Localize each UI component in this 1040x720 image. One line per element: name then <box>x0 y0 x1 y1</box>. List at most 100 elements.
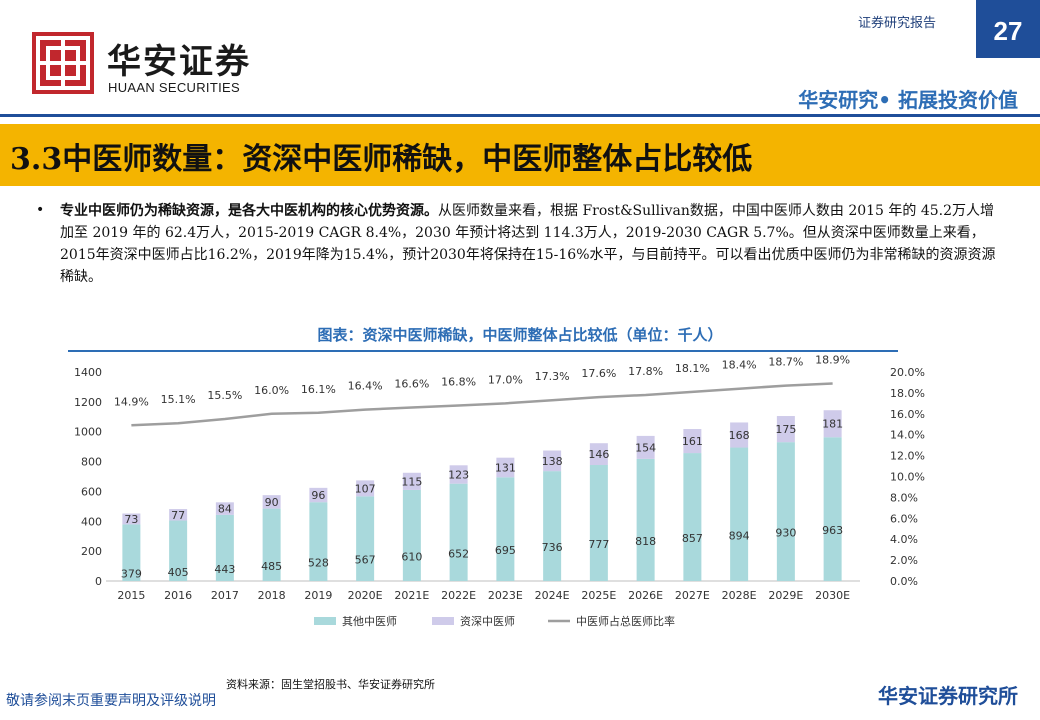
legend-label-1: 资深中医师 <box>460 615 515 628</box>
page-number: 27 <box>976 0 1040 58</box>
bar-other-2018 <box>262 508 281 581</box>
bar-other-2023E <box>496 477 515 581</box>
label-senior-2023E: 131 <box>495 461 516 474</box>
bar-other-2026E <box>636 458 655 581</box>
y2-tick-label: 0.0% <box>890 575 918 588</box>
ratio-label-2016: 15.1% <box>161 393 196 406</box>
report-type: 证券研究报告 <box>858 16 937 31</box>
bar-senior-2028E <box>730 422 749 448</box>
x-tick-2024E: 2024E <box>535 589 570 602</box>
label-senior-2025E: 146 <box>588 448 609 461</box>
label-senior-2021E: 115 <box>401 475 422 488</box>
label-senior-2019: 96 <box>311 489 325 502</box>
x-tick-2030E: 2030E <box>815 589 850 602</box>
ratio-label-2025E: 17.6% <box>581 367 616 380</box>
bar-senior-2021E <box>402 472 421 490</box>
bar-other-2017 <box>215 514 234 581</box>
ratio-label-2026E: 17.8% <box>628 365 663 378</box>
bar-other-2029E <box>776 442 795 581</box>
x-tick-2028E: 2028E <box>722 589 757 602</box>
x-tick-2026E: 2026E <box>628 589 663 602</box>
source-note: 资料来源：固生堂招股书、华安证券研究所 <box>226 678 435 691</box>
y-tick-label: 600 <box>81 485 102 498</box>
y2-tick-label: 12.0% <box>890 450 925 463</box>
disclaimer-link[interactable]: 敬请参阅末页重要声明及评级说明 <box>6 693 216 709</box>
x-tick-2023E: 2023E <box>488 589 523 602</box>
legend-label-2: 中医师占总医师比率 <box>576 614 675 628</box>
x-tick-2015: 2015 <box>117 589 145 602</box>
label-senior-2020E: 107 <box>355 482 376 495</box>
y2-tick-label: 2.0% <box>890 554 918 567</box>
para-rest: 从医师数量来看，根据 Frost&Sullivan数据，中国中医师人数由 201… <box>60 203 996 285</box>
bar-senior-2019 <box>309 487 328 503</box>
bar-senior-2029E <box>776 416 795 443</box>
label-senior-2028E: 168 <box>729 429 750 442</box>
label-other-2021E: 610 <box>401 550 422 563</box>
ratio-label-2015: 14.9% <box>114 395 149 408</box>
y-tick-label: 1200 <box>74 396 102 409</box>
y2-tick-label: 16.0% <box>890 408 925 421</box>
y2-tick-label: 20.0% <box>890 366 925 379</box>
header-divider <box>0 114 1040 117</box>
brand-name-en: HUAAN SECURITIES <box>108 80 240 95</box>
bar-senior-2016 <box>169 509 188 521</box>
bar-other-2020E <box>356 496 375 581</box>
label-senior-2026E: 154 <box>635 441 656 454</box>
x-tick-2027E: 2027E <box>675 589 710 602</box>
ratio-label-2018: 16.0% <box>254 384 289 397</box>
y-tick-label: 800 <box>81 456 102 469</box>
bar-senior-2015 <box>122 513 141 525</box>
x-tick-2016: 2016 <box>164 589 192 602</box>
label-other-2024E: 736 <box>542 541 563 554</box>
label-other-2022E: 652 <box>448 547 469 560</box>
bar-senior-2018 <box>262 495 281 509</box>
x-tick-2022E: 2022E <box>441 589 476 602</box>
label-senior-2015: 73 <box>124 513 138 526</box>
legend-label-0: 其他中医师 <box>342 615 397 628</box>
label-other-2028E: 894 <box>729 529 750 542</box>
bullet-marker: • <box>36 202 45 218</box>
brand-name-cn: 华安证券 <box>107 42 251 82</box>
label-other-2027E: 857 <box>682 532 703 545</box>
y-tick-label: 1400 <box>74 366 102 379</box>
bar-senior-2025E <box>589 443 608 466</box>
label-other-2025E: 777 <box>588 538 609 551</box>
x-tick-2019: 2019 <box>304 589 332 602</box>
y2-tick-label: 18.0% <box>890 387 925 400</box>
ratio-label-2030E: 18.9% <box>815 353 850 366</box>
bar-senior-2022E <box>449 465 468 484</box>
y-tick-label: 200 <box>81 545 102 558</box>
bar-other-2024E <box>543 471 562 581</box>
label-senior-2027E: 161 <box>682 435 703 448</box>
ratio-label-2017: 15.5% <box>207 389 242 402</box>
label-other-2026E: 818 <box>635 535 656 548</box>
bar-other-2028E <box>730 447 749 581</box>
label-other-2029E: 930 <box>775 527 796 540</box>
label-other-2030E: 963 <box>822 524 843 537</box>
bar-other-2030E <box>823 437 842 581</box>
ratio-label-2027E: 18.1% <box>675 362 710 375</box>
x-tick-2018: 2018 <box>258 589 286 602</box>
chart-title-rule <box>68 350 898 352</box>
ratio-label-2021E: 16.6% <box>394 378 429 391</box>
legend-swatch-0 <box>314 617 336 625</box>
label-other-2020E: 567 <box>355 554 376 567</box>
x-tick-2020E: 2020E <box>348 589 383 602</box>
bar-senior-2027E <box>683 429 702 454</box>
y-tick-label: 400 <box>81 515 102 528</box>
bar-other-2019 <box>309 502 328 581</box>
label-senior-2022E: 123 <box>448 468 469 481</box>
label-other-2017: 443 <box>214 563 235 576</box>
y-tick-label: 0 <box>95 575 102 588</box>
label-senior-2016: 77 <box>171 509 185 522</box>
label-senior-2018: 90 <box>265 496 279 509</box>
label-senior-2024E: 138 <box>542 455 563 468</box>
x-tick-2029E: 2029E <box>768 589 803 602</box>
x-tick-2021E: 2021E <box>394 589 429 602</box>
body-paragraph: 专业中医师仍为稀缺资源，是各大中医机构的核心优势资源。从医师数量来看，根据 Fr… <box>60 200 1000 288</box>
ratio-line <box>131 382 833 427</box>
footer-firm: 华安证券研究所 <box>878 684 1018 708</box>
slogan: 华安研究• 拓展投资价值 <box>798 88 1018 112</box>
huaan-logo-icon <box>32 32 94 94</box>
ratio-label-2020E: 16.4% <box>348 380 383 393</box>
